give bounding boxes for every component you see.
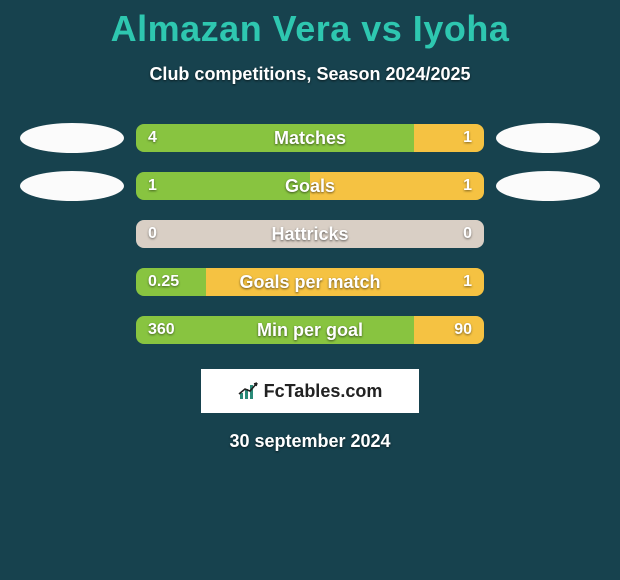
- player-avatar-right: [496, 123, 600, 153]
- stat-bar-left-segment: 1: [136, 172, 310, 200]
- stat-row: 36090Min per goal: [10, 315, 610, 345]
- comparison-card: Almazan Vera vs Iyoha Club competitions,…: [0, 0, 620, 580]
- stat-bar: 11Goals: [136, 172, 484, 200]
- stat-value-left: 360: [148, 321, 175, 339]
- player-avatar-left: [20, 315, 124, 345]
- stat-row: 0.251Goals per match: [10, 267, 610, 297]
- stat-bar: 00Hattricks: [136, 220, 484, 248]
- stat-bar-right-segment: 1: [310, 172, 484, 200]
- stat-value-left: 1: [148, 177, 157, 195]
- fctables-logo[interactable]: FcTables.com: [201, 369, 419, 413]
- player-avatar-right: [496, 219, 600, 249]
- date-label: 30 september 2024: [0, 431, 620, 452]
- stat-bar-left-segment: 4: [136, 124, 414, 152]
- stat-row: 41Matches: [10, 123, 610, 153]
- stat-value-right: 90: [454, 321, 472, 339]
- player-avatar-right: [496, 315, 600, 345]
- stat-value-left: 0: [148, 225, 157, 243]
- stat-bar-right-segment: 90: [414, 316, 484, 344]
- page-title: Almazan Vera vs Iyoha: [0, 0, 620, 50]
- player-avatar-left: [20, 267, 124, 297]
- stat-bar: 0.251Goals per match: [136, 268, 484, 296]
- stat-value-right: 1: [463, 177, 472, 195]
- stat-bar-left-segment: 0.25: [136, 268, 206, 296]
- stat-bar: 41Matches: [136, 124, 484, 152]
- stat-value-right: 1: [463, 273, 472, 291]
- stat-bar-left-segment: 360: [136, 316, 414, 344]
- player-avatar-left: [20, 123, 124, 153]
- player-avatar-left: [20, 171, 124, 201]
- player-avatar-right: [496, 267, 600, 297]
- stat-rows: 41Matches11Goals00Hattricks0.251Goals pe…: [0, 123, 620, 345]
- player-avatar-right: [496, 171, 600, 201]
- player-avatar-left: [20, 219, 124, 249]
- bar-chart-icon: [238, 381, 260, 401]
- subtitle: Club competitions, Season 2024/2025: [0, 64, 620, 85]
- stat-bar-right-segment: 1: [414, 124, 484, 152]
- stat-bar: 36090Min per goal: [136, 316, 484, 344]
- stat-value-left: 0.25: [148, 273, 179, 291]
- stat-row: 00Hattricks: [10, 219, 610, 249]
- stat-value-right: 0: [463, 225, 472, 243]
- stat-bar-right-segment: 1: [206, 268, 484, 296]
- stat-value-left: 4: [148, 129, 157, 147]
- stat-bar-left-segment: 00: [136, 220, 484, 248]
- logo-text: FcTables.com: [264, 381, 383, 402]
- stat-row: 11Goals: [10, 171, 610, 201]
- stat-value-right: 1: [463, 129, 472, 147]
